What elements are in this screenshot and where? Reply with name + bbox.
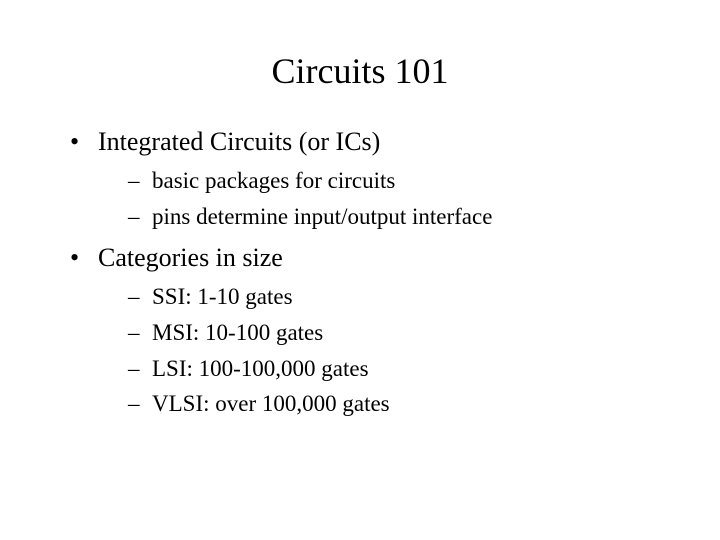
- sub-item: basic packages for circuits: [128, 163, 670, 199]
- slide-title: Circuits 101: [50, 50, 670, 92]
- sub-list: SSI: 1-10 gates MSI: 10-100 gates LSI: 1…: [98, 279, 670, 422]
- sub-item: LSI: 100-100,000 gates: [128, 351, 670, 387]
- bullet-text: Categories in size: [98, 243, 283, 272]
- bullet-list: Integrated Circuits (or ICs) basic packa…: [50, 122, 670, 422]
- list-item: Categories in size SSI: 1-10 gates MSI: …: [70, 238, 670, 422]
- sub-list: basic packages for circuits pins determi…: [98, 163, 670, 234]
- slide: Circuits 101 Integrated Circuits (or ICs…: [0, 0, 720, 540]
- bullet-text: Integrated Circuits (or ICs): [98, 127, 380, 156]
- sub-item: MSI: 10-100 gates: [128, 315, 670, 351]
- sub-item: VLSI: over 100,000 gates: [128, 386, 670, 422]
- list-item: Integrated Circuits (or ICs) basic packa…: [70, 122, 670, 234]
- sub-item: SSI: 1-10 gates: [128, 279, 670, 315]
- sub-item: pins determine input/output interface: [128, 199, 670, 235]
